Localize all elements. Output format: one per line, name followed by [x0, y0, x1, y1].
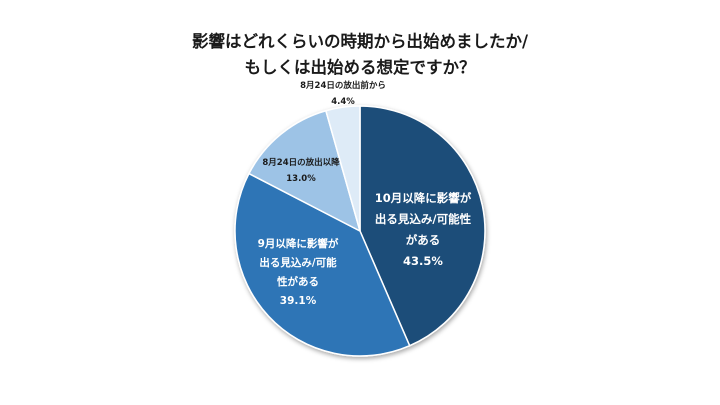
pie-slice-2 — [234, 172, 411, 357]
slice-category-label: 8月24日の放出以降 — [262, 157, 340, 168]
pie-slice-1 — [359, 105, 486, 347]
slice-value-label: 43.5% — [403, 254, 443, 268]
pie-slices — [234, 105, 486, 357]
pie-labels: 10月以降に影響が出る見込み/可能性がある43.5%9月以降に影響が出る見込み/… — [258, 80, 472, 307]
slice-category-label: 9月以降に影響が — [258, 237, 339, 250]
slice-value-label: 4.4% — [331, 97, 355, 107]
slice-value-label: 13.0% — [286, 174, 316, 184]
pie-slice-4-label: 8月24日の放出前から 4.4% — [300, 80, 386, 107]
slice-category-label: がある — [406, 233, 441, 247]
slice-category-label: 出る見込み/可能性 — [375, 212, 472, 226]
pie-slice-3-label: 8月24日の放出以降 13.0% — [262, 157, 340, 184]
chart-title-line-2: もしくは出始める想定ですか？ — [245, 57, 476, 77]
chart-title-line-1: 影響はどれくらいの時期から出始めましたか/ — [192, 31, 529, 51]
slice-category-label: 性がある — [277, 275, 319, 288]
pie-slice-4 — [324, 105, 361, 232]
pie-slice-3 — [247, 109, 362, 233]
chart-title: 影響はどれくらいの時期から出始めましたか/ もしくは出始める想定ですか？ — [192, 31, 529, 77]
slice-category-label: 10月以降に影響が — [375, 191, 472, 205]
slice-value-label: 39.1% — [280, 295, 317, 307]
slice-category-label: 8月24日の放出前から — [300, 80, 386, 91]
slice-category-label: 出る見込み/可能 — [259, 256, 337, 269]
